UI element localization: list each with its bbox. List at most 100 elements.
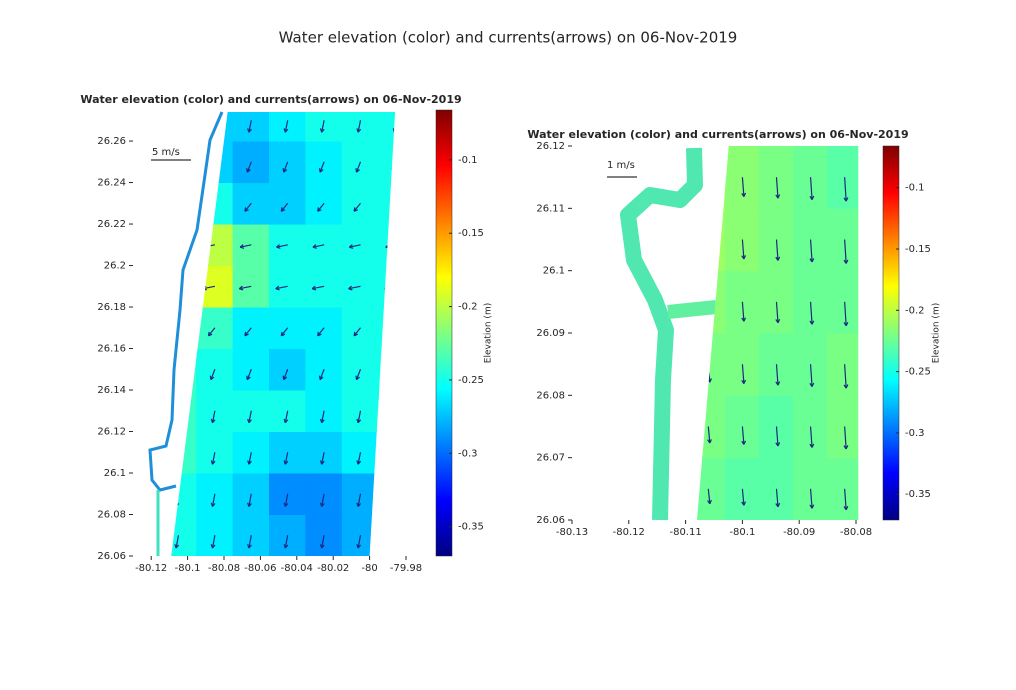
- arrow-head: [283, 544, 289, 549]
- arrow-head: [210, 418, 216, 424]
- current-arrow: [321, 493, 325, 507]
- colorbar-tick-label: -0.1: [905, 183, 925, 194]
- current-arrow: [741, 177, 745, 197]
- current-arrow: [284, 120, 289, 133]
- current-arrow: [284, 452, 289, 465]
- current-arrow: [208, 327, 216, 337]
- elevation-cell: [378, 140, 396, 184]
- arrow-head: [283, 128, 289, 133]
- arrow-head: [809, 195, 815, 200]
- elevation-cell: [341, 112, 380, 142]
- arrow-head: [247, 502, 252, 507]
- current-arrow: [844, 364, 847, 389]
- arrow-head: [843, 445, 849, 450]
- axes-title: Water elevation (color) and currents(arr…: [527, 128, 908, 141]
- elevation-cell: [793, 457, 829, 520]
- arrow-head: [283, 460, 289, 465]
- arrow-head: [389, 207, 395, 212]
- channel: [667, 300, 717, 319]
- elevation-cell: [827, 457, 859, 520]
- elevation-cell: [305, 431, 343, 474]
- current-arrow: [357, 452, 362, 465]
- arrow-head: [392, 544, 396, 549]
- current-arrow: [280, 202, 289, 212]
- elevation-cell: [341, 472, 380, 516]
- current-arrow: [321, 535, 325, 549]
- y-tick-label: 26.1: [104, 468, 126, 479]
- arrow-head: [275, 285, 280, 291]
- axes-title: Water elevation (color) and currents(arr…: [80, 93, 461, 106]
- current-arrow: [211, 535, 216, 549]
- arrow-head: [246, 375, 251, 381]
- elevation-cell: [171, 431, 198, 474]
- current-arrow: [775, 426, 779, 447]
- y-tick-label: 26.07: [536, 453, 565, 464]
- current-arrow: [357, 410, 362, 423]
- current-arrow: [171, 202, 179, 212]
- elevation-cell: [305, 472, 343, 516]
- x-tick-label: -80.08: [208, 563, 240, 574]
- elevation-cell: [196, 348, 234, 391]
- current-arrow: [707, 177, 711, 196]
- current-arrow: [211, 410, 216, 423]
- current-arrow: [390, 202, 396, 212]
- arrow-head: [809, 382, 815, 387]
- y-tick-label: 26.08: [97, 510, 126, 521]
- colorbar-tick-label: -0.25: [458, 375, 484, 386]
- current-arrow: [809, 177, 813, 200]
- arrow-head: [392, 502, 396, 507]
- y-tick-label: 26.06: [536, 515, 565, 526]
- arrow-head: [707, 253, 712, 258]
- arrow-head: [319, 418, 325, 424]
- colorbar-tick-label: -0.3: [905, 428, 925, 439]
- current-arrow: [284, 410, 289, 423]
- current-arrow: [353, 327, 361, 337]
- arrow-head: [247, 544, 252, 549]
- current-arrow: [809, 364, 813, 387]
- arrow-head: [843, 321, 849, 327]
- elevation-cell: [196, 472, 234, 516]
- elevation-cell: [724, 457, 760, 520]
- colorbar-label: Elevation (m): [484, 303, 494, 363]
- arrow-head: [384, 285, 389, 291]
- field: [171, 112, 396, 556]
- arrow-head: [355, 168, 360, 173]
- current-arrow: [355, 161, 362, 173]
- arrow-head: [317, 207, 322, 212]
- elevation-cell: [341, 431, 380, 474]
- current-arrow: [844, 301, 847, 326]
- arrow-head: [283, 418, 289, 424]
- current-arrow: [248, 120, 252, 133]
- current-arrow: [741, 426, 745, 445]
- arrow-head: [391, 375, 396, 381]
- colorbar-tick-label: -0.1: [458, 155, 478, 166]
- current-arrow: [244, 327, 252, 337]
- arrow-head: [843, 259, 849, 264]
- current-arrow: [173, 161, 180, 173]
- y-tick-label: 26.12: [536, 141, 565, 152]
- arrow-head: [244, 331, 249, 337]
- arrow-head: [247, 128, 252, 133]
- elevation-cell: [171, 389, 198, 433]
- current-arrow: [283, 369, 289, 380]
- colorbar-tick-label: -0.35: [905, 489, 931, 500]
- arrow-head: [171, 244, 172, 249]
- current-arrow: [319, 369, 325, 380]
- current-arrow: [384, 285, 396, 290]
- arrow-head: [356, 502, 362, 507]
- arrow-head: [356, 460, 362, 465]
- arrow-head: [282, 168, 288, 173]
- current-arrow: [280, 327, 289, 337]
- current-arrow: [775, 488, 779, 507]
- y-tick-label: 26.08: [536, 390, 565, 401]
- current-arrow: [321, 410, 325, 423]
- arrow-head: [318, 375, 324, 381]
- current-arrow: [357, 493, 362, 507]
- elevation-cell: [196, 431, 234, 474]
- current-arrow: [211, 452, 216, 465]
- x-tick-label: -80.12: [135, 563, 167, 574]
- arrow-head: [809, 504, 815, 509]
- current-arrow: [321, 452, 325, 465]
- arrow-head: [207, 207, 213, 212]
- field: [696, 146, 859, 520]
